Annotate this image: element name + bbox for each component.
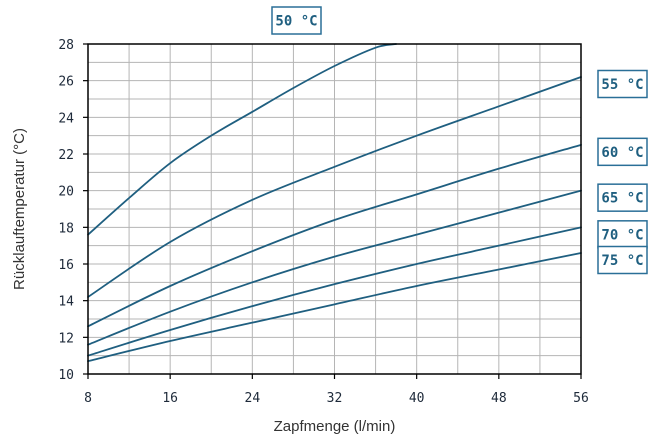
series-tag-box — [597, 245, 648, 275]
series-tag-box — [271, 6, 322, 35]
series-tag-label: 70 °C — [601, 227, 643, 243]
x-tick-label: 56 — [573, 391, 589, 406]
series-tag-box — [597, 69, 648, 99]
grid — [87, 43, 582, 375]
x-tick-label: 16 — [162, 391, 178, 406]
y-tick-label: 28 — [58, 38, 74, 53]
x-tick-label: 32 — [327, 391, 343, 406]
y-tick-label: 24 — [58, 111, 74, 126]
y-tick-label: 12 — [58, 331, 74, 346]
series-tag: 75 °C — [597, 245, 648, 275]
x-tick-label: 24 — [245, 391, 261, 406]
series-tag: 70 °C — [597, 220, 648, 249]
series-line — [87, 76, 582, 298]
series-tag: 60 °C — [597, 137, 648, 167]
series-tag-label: 65 °C — [601, 191, 643, 207]
series-line — [87, 43, 398, 236]
series-labels: 50 °C 55 °C 60 °C 65 °C 70 °C 75 °C — [271, 6, 648, 275]
y-tick-label: 20 — [58, 185, 74, 200]
y-tick-label: 18 — [58, 221, 74, 236]
series-tag-label: 50 °C — [275, 14, 317, 30]
y-tick-label: 14 — [58, 295, 74, 310]
x-axis-ticks: 8 16 24 32 40 48 56 — [84, 374, 589, 406]
series-tag: 50 °C — [271, 6, 322, 35]
y-tick-label: 10 — [58, 368, 74, 383]
y-axis-label: Rücklauftemperatur (°C) — [11, 128, 28, 290]
x-axis-label: Zapfmenge (l/min) — [274, 418, 396, 435]
y-tick-label: 22 — [58, 148, 74, 163]
series-line — [87, 226, 582, 357]
x-tick-label: 40 — [409, 391, 425, 406]
x-tick-label: 8 — [84, 391, 92, 406]
x-tick-label: 48 — [491, 391, 507, 406]
series-tag-label: 75 °C — [601, 253, 643, 269]
series-line — [87, 252, 582, 363]
series-line — [87, 189, 582, 346]
series-tag-label: 55 °C — [601, 77, 643, 93]
series-line — [87, 143, 582, 328]
y-tick-label: 26 — [58, 75, 74, 90]
series-lines — [87, 43, 582, 363]
series-tag-box — [597, 137, 648, 167]
series-tag-label: 60 °C — [601, 145, 643, 161]
series-tag: 55 °C — [597, 69, 648, 99]
series-tag: 65 °C — [597, 183, 648, 212]
y-axis-ticks: 10 12 14 16 18 20 22 24 26 28 — [58, 38, 88, 383]
series-tag-box — [597, 183, 648, 212]
y-tick-label: 16 — [58, 258, 74, 273]
